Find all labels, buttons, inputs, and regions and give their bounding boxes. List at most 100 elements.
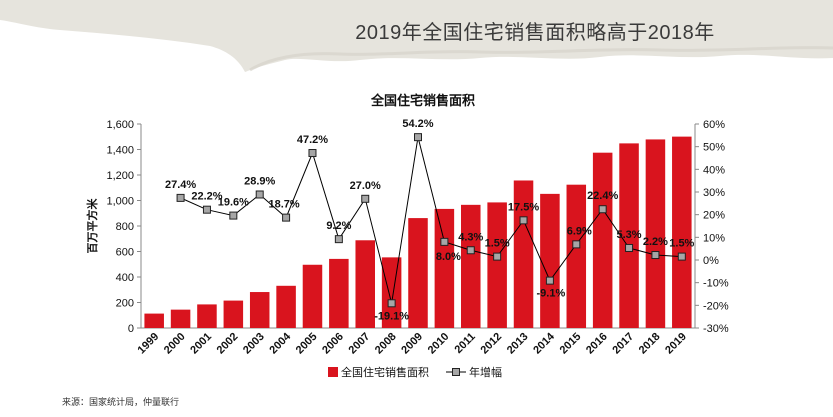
growth-label-2009: 54.2%	[402, 118, 433, 130]
x-tick-label: 2017	[610, 331, 636, 357]
x-tick-label: 2002	[215, 331, 241, 357]
bar-2004	[276, 285, 296, 328]
bar-2000	[170, 309, 191, 328]
y-tick-label: 0	[128, 323, 134, 335]
growth-label-2015: 6.9%	[567, 225, 592, 237]
growth-marker-2010	[440, 237, 449, 246]
bar-2017	[619, 143, 639, 328]
growth-label-2008: -19.1%	[374, 310, 409, 322]
bar-2019	[672, 136, 692, 328]
growth-label-2017: 5.3%	[617, 229, 642, 241]
bar-2012	[487, 202, 507, 328]
growth-label-2004: 18.7%	[268, 199, 299, 211]
y2-tick-label: 30%	[703, 187, 725, 199]
x-tick-label: 2009	[399, 331, 425, 357]
bar-2016	[592, 152, 613, 328]
x-tick-label: 2007	[347, 331, 373, 357]
y2-tick-label: -10%	[703, 278, 729, 290]
y-tick-label: 1,600	[106, 119, 134, 131]
growth-marker-2011	[466, 246, 475, 255]
bar-2007	[355, 240, 375, 328]
growth-label-2002: 19.6%	[218, 197, 249, 209]
y2-tick-label: 20%	[703, 210, 725, 222]
y2-tick-label: 50%	[703, 142, 725, 154]
bar-2003	[249, 292, 270, 328]
bar-2005	[302, 264, 323, 328]
y2-tick-label: 10%	[703, 232, 725, 244]
y-tick-label: 1,400	[106, 145, 134, 157]
bar-2018	[645, 139, 666, 328]
y2-tick-label: 0%	[703, 255, 719, 267]
growth-marker-2001	[202, 205, 211, 214]
brush-stroke-background	[0, 0, 833, 72]
y-tick-label: 200	[116, 298, 134, 310]
bar-2015	[566, 184, 587, 328]
growth-marker-2014	[545, 276, 554, 285]
y2-tick-label: 60%	[703, 119, 725, 131]
bar-2014	[540, 193, 560, 328]
legend-swatch-bars	[328, 367, 338, 377]
growth-line	[180, 137, 682, 304]
legend-marker-growth	[452, 368, 460, 376]
growth-marker-2018	[651, 251, 660, 260]
growth-marker-2006	[334, 235, 343, 244]
y-tick-label: 600	[116, 247, 134, 259]
growth-marker-2000	[176, 193, 185, 202]
growth-label-2003: 28.9%	[244, 175, 275, 187]
y2-tick-label: 40%	[703, 164, 725, 176]
header-banner	[0, 0, 833, 72]
x-tick-label: 2012	[478, 331, 504, 357]
legend-label-growth: 年增幅	[469, 365, 502, 379]
x-tick-label: 2011	[453, 331, 478, 356]
x-tick-label: 2005	[294, 331, 320, 357]
page-title: 2019年全国住宅销售面积略高于2018年	[355, 22, 715, 44]
x-tick-label: 2010	[426, 331, 452, 357]
growth-label-2010: 8.0%	[436, 251, 461, 263]
x-tick-label: 1999	[136, 331, 162, 357]
growth-marker-2008	[387, 299, 396, 308]
growth-marker-2016	[598, 205, 607, 214]
x-tick-label: 2006	[320, 331, 346, 357]
y-tick-label: 400	[116, 272, 134, 284]
x-tick-label: 2004	[267, 330, 293, 356]
growth-label-2013: 17.5%	[508, 201, 539, 213]
growth-marker-2019	[677, 252, 686, 261]
x-tick-label: 2000	[162, 331, 188, 357]
growth-marker-2004	[282, 213, 291, 222]
chart-title: 全国住宅销售面积	[370, 93, 475, 108]
growth-marker-2017	[625, 243, 634, 252]
bar-1999	[144, 313, 164, 328]
x-tick-label: 2001	[188, 331, 214, 357]
bar-2009	[408, 218, 428, 328]
y-tick-label: 800	[116, 221, 134, 233]
growth-label-2000: 27.4%	[165, 179, 196, 191]
x-tick-label: 2014	[531, 330, 557, 356]
growth-marker-2003	[255, 190, 264, 199]
growth-label-2016: 22.4%	[587, 190, 618, 202]
bar-2006	[329, 258, 349, 328]
bar-2010	[434, 208, 455, 328]
growth-marker-2007	[361, 194, 370, 203]
x-tick-label: 2018	[637, 331, 663, 357]
y2-tick-label: -20%	[703, 300, 729, 312]
growth-label-2012: 1.5%	[485, 238, 510, 250]
x-tick-label: 2019	[663, 331, 689, 357]
bar-2002	[223, 300, 244, 328]
bar-2013	[513, 180, 534, 328]
legend-label-bars: 全国住宅销售面积	[341, 365, 429, 379]
x-tick-label: 2003	[241, 331, 267, 357]
growth-label-2006: 9.2%	[326, 220, 351, 232]
bar-2011	[461, 204, 481, 328]
x-tick-label: 2015	[558, 331, 584, 357]
x-tick-label: 2013	[505, 331, 531, 357]
growth-label-2007: 27.0%	[350, 180, 381, 192]
growth-marker-2013	[519, 216, 528, 225]
growth-marker-2009	[414, 133, 422, 142]
y2-tick-label: -30%	[703, 323, 729, 335]
growth-label-2005: 47.2%	[297, 134, 328, 146]
growth-marker-2012	[493, 252, 502, 261]
growth-marker-2005	[308, 149, 317, 158]
growth-label-2014: -9.1%	[537, 288, 566, 300]
x-tick-label: 2008	[373, 331, 399, 357]
